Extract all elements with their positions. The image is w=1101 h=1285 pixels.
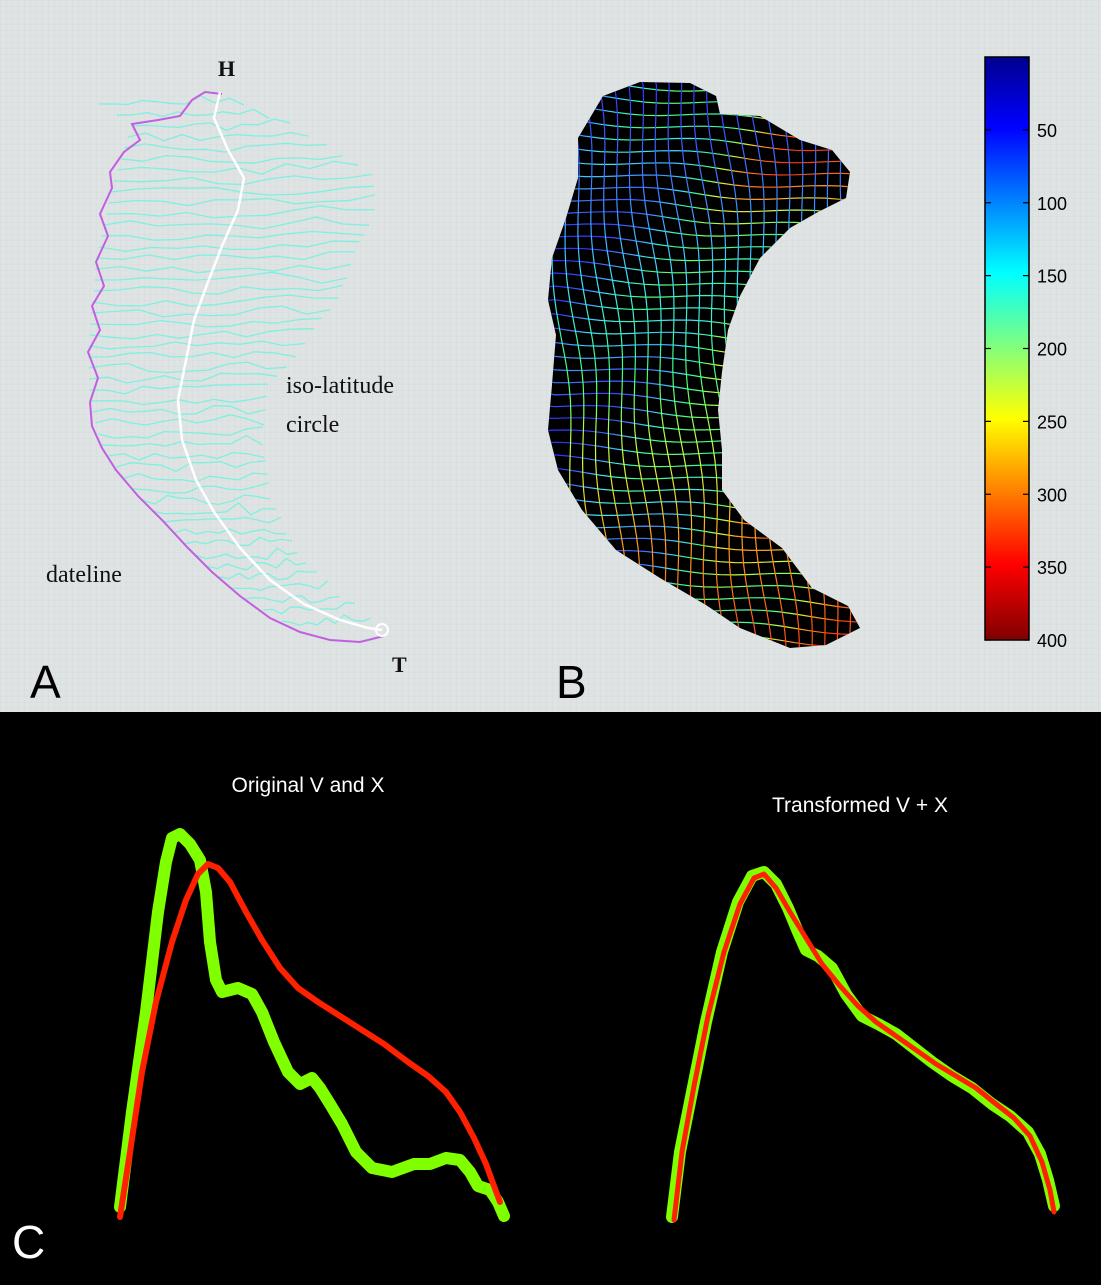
iso-latitude-line [98,95,245,106]
iso-latitude-label: iso-latitude [286,373,394,399]
iso-latitude-line [93,284,344,295]
iso-latitude-line [88,351,296,359]
colorbar-gradient [984,56,1030,641]
iso-latitude-line [173,528,287,535]
panel-letter-a: A [30,656,61,708]
v-curve-original [114,828,510,1222]
plot-original [114,828,510,1222]
iso-latitude-line [131,118,291,132]
colorbar-tick-label: 100 [1037,194,1067,214]
iso-latitude-line [99,240,360,252]
iso-latitude-line [127,131,309,142]
mesh-longitude-line [679,82,732,648]
iso-latitude-line [91,305,331,318]
iso-latitude-line [117,108,270,119]
panel-a-contour: H T iso-latitude circle dateline A [30,56,407,708]
iso-latitude-line [108,194,376,207]
plot-title-transformed: Transformed V + X [772,794,948,817]
panel-c-figure: Original V and X Transformed V + X C [12,774,1060,1268]
iso-latitude-line [94,271,348,284]
panel-letter-c: C [12,1216,45,1268]
iso-latitude-line [88,361,287,374]
colorbar-tick-label: 250 [1037,412,1067,432]
iso-latitude-line [90,317,323,328]
iso-latitude-line [162,516,282,524]
mesh-longitude-line [623,82,670,648]
iso-latitude-line [92,294,339,307]
iso-latitude-line [106,205,375,219]
x-curve-transformed [671,871,1057,1223]
iso-latitude-line [101,230,365,241]
top-figure: H T iso-latitude circle dateline A B 50 1… [0,0,1101,712]
plot-transformed [666,866,1060,1223]
tail-ring [375,623,389,637]
iso-latitude-circles [88,95,376,626]
iso-latitude-line [121,154,343,164]
iso-latitude-line [281,614,372,626]
tail-label: T [392,652,407,677]
colorbar-tick-label: 200 [1037,340,1067,360]
mesh-latitude-line [548,130,860,152]
colorbar-ticks: 50 100 150 200 250 300 350 400 [985,121,1067,651]
plot-title-original: Original V and X [232,774,385,797]
x-curve-original [117,861,503,1220]
top-panel: H T iso-latitude circle dateline A B 50 1… [0,0,1101,712]
centerline-curve [176,91,383,632]
mesh-longitude-line [651,82,701,648]
iso-latitude-line [141,494,271,506]
head-label: H [218,56,235,81]
iso-latitude-line [207,557,307,571]
iso-latitude-line [195,547,298,561]
iso-latitude-line [95,263,352,274]
iso-latitude-line [263,602,355,615]
iso-latitude-line [89,372,278,384]
colorbar-tick-label: 350 [1037,558,1067,578]
iso-latitude-line [89,383,269,395]
iso-latitude-line [96,251,356,261]
iso-latitude-line [88,340,306,350]
iso-latitude-line [107,451,265,461]
iso-latitude-line [103,216,370,230]
circle-label: circle [286,412,339,438]
mesh-longitude-line [665,82,717,648]
v-curve-transformed [666,866,1060,1223]
mesh-longitude-line [637,82,686,648]
colorbar: 50 100 150 200 250 300 350 400 [984,56,1067,651]
colorbar-tick-label: 150 [1037,267,1067,287]
iso-latitude-line [89,328,314,340]
iso-latitude-line [219,570,318,581]
mesh-body [548,82,860,648]
dateline-label: dateline [46,562,122,588]
panel-letter-b: B [556,656,587,708]
colorbar-tick-label: 300 [1037,485,1067,505]
bottom-panel: Original V and X Transformed V + X C [0,712,1101,1280]
dateline-curve [86,90,385,644]
mesh-longitude-line [609,82,655,648]
iso-latitude-line [124,142,327,153]
mesh-longitude-line [693,82,747,648]
mesh-latitude-line [548,144,860,164]
colorbar-tick-label: 400 [1037,631,1067,651]
colorbar-tick-label: 50 [1037,121,1057,141]
